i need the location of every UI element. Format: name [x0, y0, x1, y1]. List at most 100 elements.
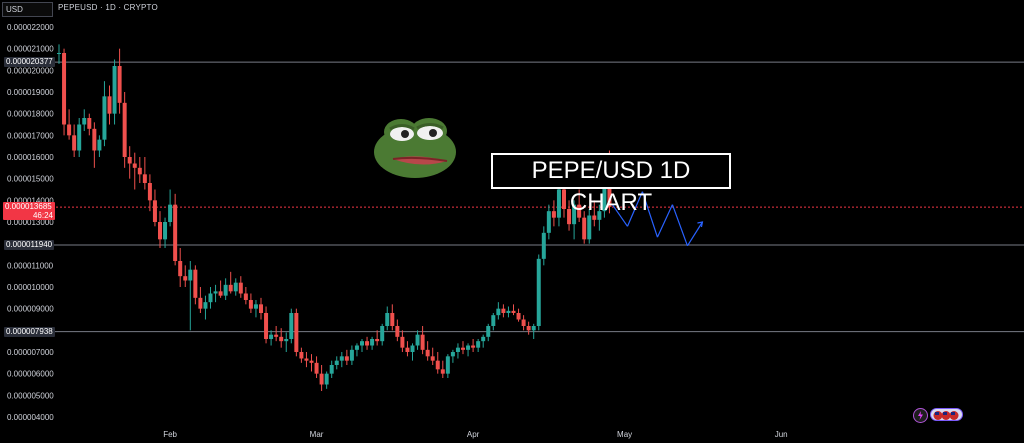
candle-body	[173, 204, 178, 261]
projection-segment	[641, 191, 659, 238]
candles	[57, 44, 612, 391]
pepe-frog-image	[371, 112, 461, 185]
candle-body	[67, 124, 72, 136]
horizontal-levels	[52, 61, 1024, 333]
candle-body	[556, 189, 561, 218]
candle-body	[445, 356, 450, 374]
candle-body	[506, 310, 511, 313]
price-axis: 0.000004000 0.000005000 0.000006000 0.00000…	[7, 23, 54, 422]
candle-body	[365, 341, 370, 346]
candle-body	[577, 204, 582, 218]
candle-body	[360, 341, 364, 346]
candle-body	[259, 304, 263, 313]
support-price-label-2: 0.000007938	[4, 327, 55, 337]
candle-body	[455, 347, 460, 352]
candle-body	[551, 211, 556, 218]
candle-body	[279, 336, 284, 342]
bar-countdown: 46:24	[32, 211, 53, 220]
currency-selector[interactable]: USD	[2, 2, 53, 17]
candle-body	[198, 297, 203, 309]
candle-body	[122, 102, 127, 157]
candle-body	[405, 347, 410, 352]
current-price-value: 0.000013685	[5, 202, 52, 211]
price-tick-label: 0.000022000	[7, 23, 54, 32]
candle-body	[450, 352, 455, 357]
candle-body	[334, 360, 339, 365]
price-tick-label: 0.000007000	[7, 348, 54, 357]
candle-body	[536, 258, 541, 326]
chart-annotation-title: PEPE/USD 1D CHART	[491, 153, 731, 216]
candle-body	[57, 53, 61, 54]
candle-body	[344, 356, 349, 361]
candle-body	[496, 308, 501, 316]
price-tick-label: 0.000015000	[7, 175, 54, 184]
candle-body	[132, 163, 137, 168]
price-tick-label: 0.000021000	[7, 45, 54, 54]
candle-body	[309, 360, 314, 363]
candle-body	[324, 373, 329, 385]
candle-body	[546, 211, 551, 233]
candle-body	[319, 373, 324, 385]
candle-body	[223, 284, 228, 296]
candle-body	[430, 356, 435, 361]
time-tick-label: Mar	[310, 430, 324, 439]
time-tick-label: Jun	[775, 430, 788, 439]
candle-body	[597, 211, 602, 220]
projection-segment	[626, 191, 644, 227]
projection-segment	[671, 204, 689, 247]
candle-body	[572, 204, 577, 225]
candle-body	[410, 345, 415, 352]
candle-body	[97, 139, 102, 151]
price-tick-label: 0.000017000	[7, 131, 54, 140]
candle-body	[541, 232, 546, 259]
candle-body	[425, 349, 430, 357]
candle-body	[395, 326, 400, 337]
lightning-icon[interactable]	[913, 408, 928, 423]
candle-body	[137, 167, 142, 175]
time-tick-label: May	[617, 430, 632, 439]
candle-body	[203, 302, 208, 309]
price-tick-label: 0.000009000	[7, 305, 54, 314]
candle-body	[370, 339, 375, 346]
candle-body	[183, 276, 188, 281]
candle-body	[168, 204, 173, 222]
candle-body	[471, 345, 476, 348]
candle-body	[127, 157, 132, 164]
candle-body	[228, 284, 233, 292]
candle-body	[92, 128, 97, 151]
candle-body	[82, 118, 87, 125]
candle-body	[476, 341, 481, 348]
price-tick-label: 0.000005000	[7, 391, 54, 400]
candle-body	[390, 313, 395, 326]
candle-body	[400, 336, 405, 348]
candle-body	[521, 319, 526, 326]
candle-body	[158, 222, 162, 240]
time-axis: Feb Mar Apr May Jun	[163, 430, 787, 439]
candle-body	[147, 183, 152, 201]
candle-body	[562, 189, 566, 209]
price-tick-label: 0.000020000	[7, 66, 54, 75]
candle-body	[264, 313, 269, 339]
candle-body	[531, 326, 536, 331]
candle-body	[415, 334, 420, 346]
candle-body	[380, 326, 385, 342]
candle-body	[440, 369, 445, 374]
price-tick-label: 0.000013000	[7, 218, 54, 227]
candle-body	[511, 310, 516, 313]
projection-segment	[686, 221, 703, 247]
candle-body	[329, 365, 334, 374]
candle-body	[491, 315, 496, 326]
candle-body	[299, 352, 304, 359]
candle-body	[107, 96, 112, 114]
candle-body	[117, 66, 122, 103]
candle-body	[481, 336, 486, 342]
price-tick-label: 0.000006000	[7, 370, 54, 379]
us-flags-icon[interactable]	[930, 408, 963, 421]
candle-body	[243, 293, 248, 300]
candle-body	[289, 313, 294, 339]
candle-body	[238, 282, 243, 294]
projection-segment	[611, 204, 628, 227]
candle-body	[248, 300, 253, 309]
price-tick-label: 0.000014000	[7, 196, 54, 205]
